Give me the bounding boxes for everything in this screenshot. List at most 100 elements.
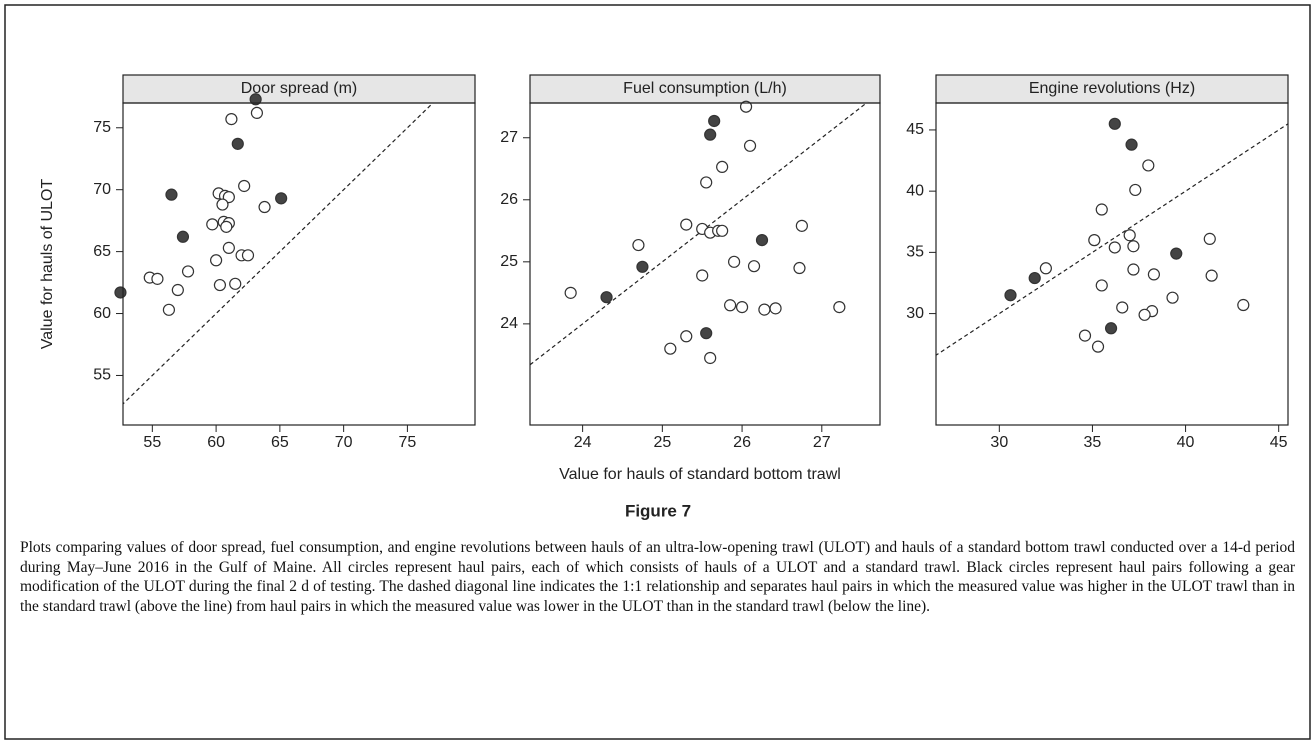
point [231,137,244,150]
point [833,301,846,314]
x-tick-label: 60 [207,434,225,451]
point [1039,262,1052,275]
one-to-one-line [123,103,434,405]
point [1091,340,1105,353]
point [1166,291,1179,304]
x-tick-label: 26 [733,434,751,451]
point [1116,301,1129,314]
point [1138,308,1151,321]
point [1203,232,1216,246]
point [636,260,649,273]
point [724,299,737,312]
point [700,327,713,340]
x-tick-label: 35 [1084,434,1102,451]
point [229,277,242,290]
panel-header [529,74,881,104]
one-to-one-line [530,103,868,366]
x-axis-label: Value for hauls of standard bottom trawl [559,466,841,483]
point [1104,322,1118,335]
point [1028,271,1041,285]
point [769,302,782,315]
frame [4,4,1311,740]
x-tick-label: 55 [143,434,161,451]
y-tick-label: 26 [500,191,518,208]
point [793,261,806,275]
y-tick-label: 70 [93,181,111,198]
point [564,286,577,299]
point [238,179,251,193]
point [680,330,693,343]
point [258,200,271,214]
point [216,198,229,211]
point [151,272,164,285]
panel-border [935,102,1289,426]
point [1127,240,1140,253]
one-to-one-line [936,123,1288,356]
point [222,241,235,254]
point [1078,329,1092,342]
point [700,176,713,189]
point [210,254,223,267]
y-tick-label: 27 [500,129,518,146]
point [1127,263,1140,276]
point [632,238,645,252]
point [728,255,741,268]
panel-title: Door spread (m) [241,80,357,97]
point [241,249,255,262]
point [1095,279,1108,292]
y-tick-label: 55 [93,367,111,384]
point [704,351,717,365]
point [1088,234,1101,247]
point [206,218,219,231]
point [1004,289,1017,302]
panel-header [935,74,1289,104]
point [1147,268,1161,281]
y-tick-label: 35 [906,244,924,261]
x-tick-label: 40 [1177,434,1195,451]
point [739,100,753,113]
point [1125,138,1138,151]
point [250,106,264,120]
point [600,291,613,304]
point [1170,247,1183,260]
panel-border [529,102,881,426]
point [680,218,693,231]
point [1142,159,1155,172]
point [708,114,721,128]
point [249,93,262,106]
point [165,188,178,201]
point [1108,241,1121,254]
panel-title: Fuel consumption (L/h) [623,80,787,97]
x-tick-label: 25 [653,434,671,451]
point [275,192,288,205]
point [716,224,729,237]
y-tick-label: 40 [906,182,924,199]
point [176,230,190,243]
x-tick-label: 27 [813,434,831,451]
y-tick-label: 60 [93,305,111,322]
point [758,303,771,316]
x-tick-label: 30 [990,434,1008,451]
point [795,219,808,232]
point [1095,203,1108,216]
y-axis-label: Value for hauls of ULOT [39,179,56,350]
point [735,301,749,314]
point [1237,298,1250,312]
point [716,160,729,174]
point [696,269,709,282]
point [1123,229,1136,242]
x-tick-label: 24 [574,434,592,451]
y-tick-label: 30 [906,305,924,322]
caption: Plots comparing values of door spread, f… [20,539,1295,615]
point [114,286,127,299]
point [664,342,677,355]
x-tick-label: 45 [1270,434,1288,451]
x-tick-label: 70 [335,434,353,451]
panel-title: Engine revolutions (Hz) [1029,80,1195,97]
point [747,260,761,273]
y-tick-label: 25 [500,253,518,270]
point [1205,269,1218,282]
panel-header [122,74,476,104]
x-tick-label: 75 [399,434,417,451]
